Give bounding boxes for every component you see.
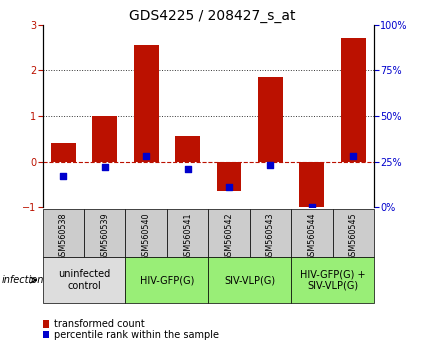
Point <box>309 204 315 210</box>
Bar <box>291 257 374 303</box>
Bar <box>125 257 208 303</box>
Point <box>101 164 108 170</box>
Bar <box>341 39 366 161</box>
Text: GDS4225 / 208427_s_at: GDS4225 / 208427_s_at <box>129 9 296 23</box>
Point <box>184 166 191 172</box>
Bar <box>42 331 49 338</box>
Point <box>267 162 274 168</box>
Text: HIV-GFP(G) +
SIV-VLP(G): HIV-GFP(G) + SIV-VLP(G) <box>300 269 366 291</box>
Bar <box>332 209 374 257</box>
Text: uninfected
control: uninfected control <box>58 269 110 291</box>
Bar <box>258 77 283 161</box>
Text: GSM560540: GSM560540 <box>142 213 150 261</box>
Bar <box>51 143 76 161</box>
Bar <box>84 209 125 257</box>
Bar <box>175 136 200 161</box>
Text: GSM560545: GSM560545 <box>349 213 358 261</box>
Bar <box>125 209 167 257</box>
Bar <box>299 161 324 209</box>
Point <box>350 153 357 159</box>
Point <box>143 153 150 159</box>
Text: GSM560544: GSM560544 <box>307 213 316 261</box>
Bar <box>208 209 249 257</box>
Text: GSM560541: GSM560541 <box>183 213 192 261</box>
Text: GSM560539: GSM560539 <box>100 213 109 261</box>
Bar <box>208 257 291 303</box>
Bar <box>42 257 125 303</box>
Text: transformed count: transformed count <box>54 319 144 329</box>
Text: GSM560538: GSM560538 <box>59 213 68 261</box>
Bar <box>216 161 241 191</box>
Text: SIV-VLP(G): SIV-VLP(G) <box>224 275 275 285</box>
Text: HIV-GFP(G): HIV-GFP(G) <box>140 275 194 285</box>
Bar <box>133 45 159 161</box>
Point <box>226 184 232 190</box>
Text: GSM560542: GSM560542 <box>224 213 233 261</box>
Bar <box>42 209 84 257</box>
Text: GSM560543: GSM560543 <box>266 213 275 261</box>
Text: percentile rank within the sample: percentile rank within the sample <box>54 330 218 339</box>
Bar <box>92 116 117 161</box>
Bar <box>291 209 332 257</box>
Point <box>60 173 67 179</box>
Bar <box>249 209 291 257</box>
Bar <box>42 320 49 328</box>
Bar <box>167 209 208 257</box>
Text: infection: infection <box>2 275 45 285</box>
